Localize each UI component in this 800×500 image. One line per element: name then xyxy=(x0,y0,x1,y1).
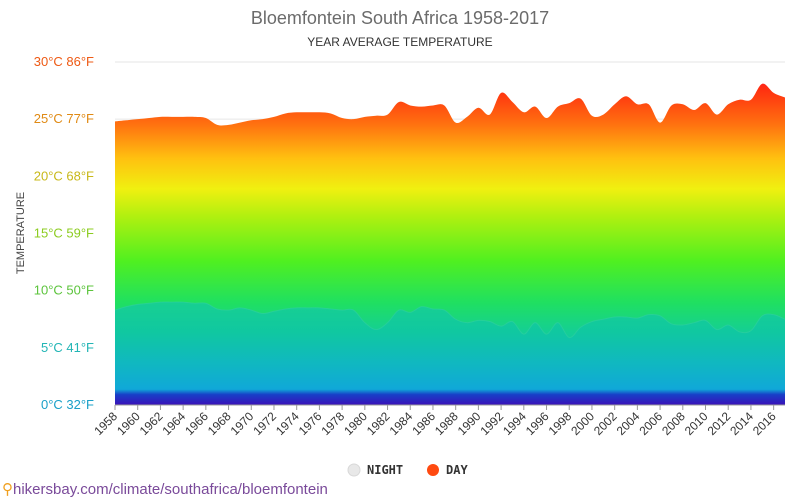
x-tick-label: 2016 xyxy=(750,409,779,438)
y-tick-label: 5°C 41°F xyxy=(41,340,94,355)
chart-title: Bloemfontein South Africa 1958-2017 xyxy=(251,8,549,28)
x-tick-label: 1984 xyxy=(387,409,416,438)
x-tick-label: 1994 xyxy=(500,409,529,438)
x-tick-label: 2004 xyxy=(614,409,643,438)
y-tick-label: 25°C 77°F xyxy=(34,111,94,126)
x-tick-label: 1988 xyxy=(432,409,461,438)
x-tick-label: 1998 xyxy=(546,409,575,438)
x-tick-label: 1958 xyxy=(91,409,120,438)
source-text: hikersbay.com/climate/southafrica/bloemf… xyxy=(13,481,328,498)
x-tick-label: 1968 xyxy=(205,409,234,438)
night-area xyxy=(115,302,785,405)
source-link[interactable]: ⚲hikersbay.com/climate/southafrica/bloem… xyxy=(2,480,328,498)
x-tick-label: 2002 xyxy=(591,409,620,438)
x-axis: 1958196019621964196619681970197219741976… xyxy=(91,404,785,438)
x-tick-label: 1976 xyxy=(296,409,325,438)
x-tick-label: 1974 xyxy=(273,409,302,438)
x-tick-label: 2000 xyxy=(568,409,597,438)
x-tick-label: 1996 xyxy=(523,409,552,438)
chart-subtitle: YEAR AVERAGE TEMPERATURE xyxy=(307,35,492,49)
legend-marker[interactable] xyxy=(427,464,439,476)
legend-label[interactable]: DAY xyxy=(446,463,468,477)
x-tick-label: 2010 xyxy=(682,409,711,438)
x-tick-label: 1986 xyxy=(409,409,438,438)
night-line xyxy=(114,301,786,339)
y-axis-label: TEMPERATURE xyxy=(15,192,27,274)
x-tick-label: 1982 xyxy=(364,409,393,438)
y-tick-label: 0°C 32°F xyxy=(41,397,94,412)
y-tick-label: 10°C 50°F xyxy=(34,283,94,298)
x-tick-label: 1962 xyxy=(137,409,166,438)
y-axis-ticks: 0°C 32°F 5°C 41°F 10°C 50°F 15°C 59°F 20°C 6… xyxy=(34,54,94,412)
y-tick-label: 20°C 68°F xyxy=(34,168,94,183)
x-tick-label: 2012 xyxy=(705,409,734,438)
x-tick-label: 1966 xyxy=(182,409,211,438)
x-tick-label: 1960 xyxy=(114,409,143,438)
plot-areas xyxy=(114,83,786,406)
x-tick-label: 1980 xyxy=(341,409,370,438)
x-tick-label: 1992 xyxy=(477,409,506,438)
y-tick-label: 30°C 86°F xyxy=(34,54,94,69)
legend: NIGHT DAY xyxy=(347,463,468,477)
x-tick-label: 2014 xyxy=(727,409,756,438)
x-tick-label: 1978 xyxy=(318,409,347,438)
x-tick-label: 1990 xyxy=(455,409,484,438)
x-tick-label: 1964 xyxy=(159,409,188,438)
y-tick-label: 15°C 59°F xyxy=(34,226,94,241)
legend-label[interactable]: NIGHT xyxy=(367,463,403,477)
location-pin-icon: ⚲ xyxy=(2,481,13,498)
x-tick-label: 2008 xyxy=(659,409,688,438)
legend-marker[interactable] xyxy=(347,463,361,477)
x-tick-label: 1970 xyxy=(228,409,257,438)
x-tick-label: 1972 xyxy=(250,409,279,438)
x-tick-label: 2006 xyxy=(636,409,665,438)
